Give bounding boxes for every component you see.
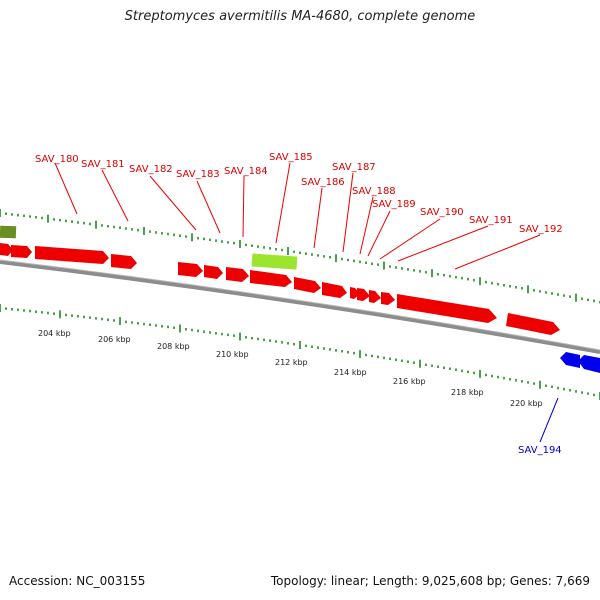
gene-label[interactable]: SAV_186 (301, 177, 345, 188)
gene-arrow[interactable] (369, 290, 381, 303)
gene-label[interactable]: SAV_187 (332, 162, 376, 173)
gene-label[interactable]: SAV_189 (372, 199, 416, 210)
gene-arrow[interactable] (35, 246, 109, 264)
gene-arrow-reverse[interactable] (578, 355, 600, 373)
scale-label: 210 kbp (216, 350, 249, 359)
gene-arrow-reverse[interactable] (560, 352, 580, 368)
reverse-gene-track (560, 352, 600, 373)
gene-arrow[interactable] (0, 243, 13, 256)
scale-label: 206 kbp (98, 335, 131, 344)
gene-label-sav-194[interactable]: SAV_194 (518, 445, 562, 456)
scale-label: 214 kbp (334, 368, 367, 377)
gene-label[interactable]: SAV_182 (129, 164, 173, 175)
gene-arrow[interactable] (11, 245, 32, 258)
genome-backbone (0, 260, 600, 354)
gene-arrow[interactable] (381, 292, 395, 305)
gene-arrow[interactable] (322, 282, 347, 298)
genome-backbone-highlight (0, 259, 600, 351)
gene-arrow[interactable] (226, 267, 249, 282)
gene-leader-line-reverse (539, 397, 559, 443)
gene-label[interactable]: SAV_180 (35, 154, 79, 165)
scale-label: 204 kbp (38, 329, 71, 338)
genome-title: Streptomyces avermitilis MA-4680, comple… (124, 9, 476, 24)
gene-label[interactable]: SAV_181 (81, 159, 125, 170)
scale-label: 208 kbp (157, 342, 190, 351)
scale-label-group: 204 kbp 206 kbp 208 kbp 210 kbp 212 kbp … (38, 329, 543, 408)
scale-label: 218 kbp (451, 388, 484, 397)
gene-label[interactable]: SAV_185 (269, 152, 313, 163)
gene-arrow[interactable] (294, 277, 321, 293)
gene-label[interactable]: SAV_191 (469, 215, 513, 226)
scale-label: 212 kbp (275, 358, 308, 367)
gene-sav-185-highlight[interactable] (251, 253, 298, 270)
gene-arrow[interactable] (357, 288, 370, 301)
inner-tick-row (0, 304, 600, 400)
gene-arrow-olive[interactable] (0, 225, 17, 239)
gene-arrow[interactable] (250, 270, 292, 287)
gene-arrow[interactable] (397, 294, 497, 323)
gene-leader-lines (54, 162, 541, 270)
gene-label[interactable]: SAV_192 (519, 224, 563, 235)
gene-arrow[interactable] (506, 313, 560, 335)
gene-arrow[interactable] (111, 254, 137, 269)
genome-summary-text: Topology: linear; Length: 9,025,608 bp; … (270, 574, 590, 588)
forward-gene-track (0, 225, 560, 335)
scale-label: 220 kbp (510, 399, 543, 408)
gene-arrow[interactable] (204, 265, 223, 279)
scale-label: 216 kbp (393, 377, 426, 386)
gene-label[interactable]: SAV_188 (352, 186, 396, 197)
gene-label[interactable]: SAV_184 (224, 166, 268, 177)
outer-tick-row (0, 209, 600, 304)
accession-text: Accession: NC_003155 (9, 574, 146, 588)
gene-label[interactable]: SAV_190 (420, 207, 464, 218)
gene-label[interactable]: SAV_183 (176, 169, 220, 180)
gene-label-group-top: SAV_180 SAV_181 SAV_182 SAV_183 SAV_184 … (35, 152, 563, 235)
gene-arrow[interactable] (178, 262, 203, 277)
